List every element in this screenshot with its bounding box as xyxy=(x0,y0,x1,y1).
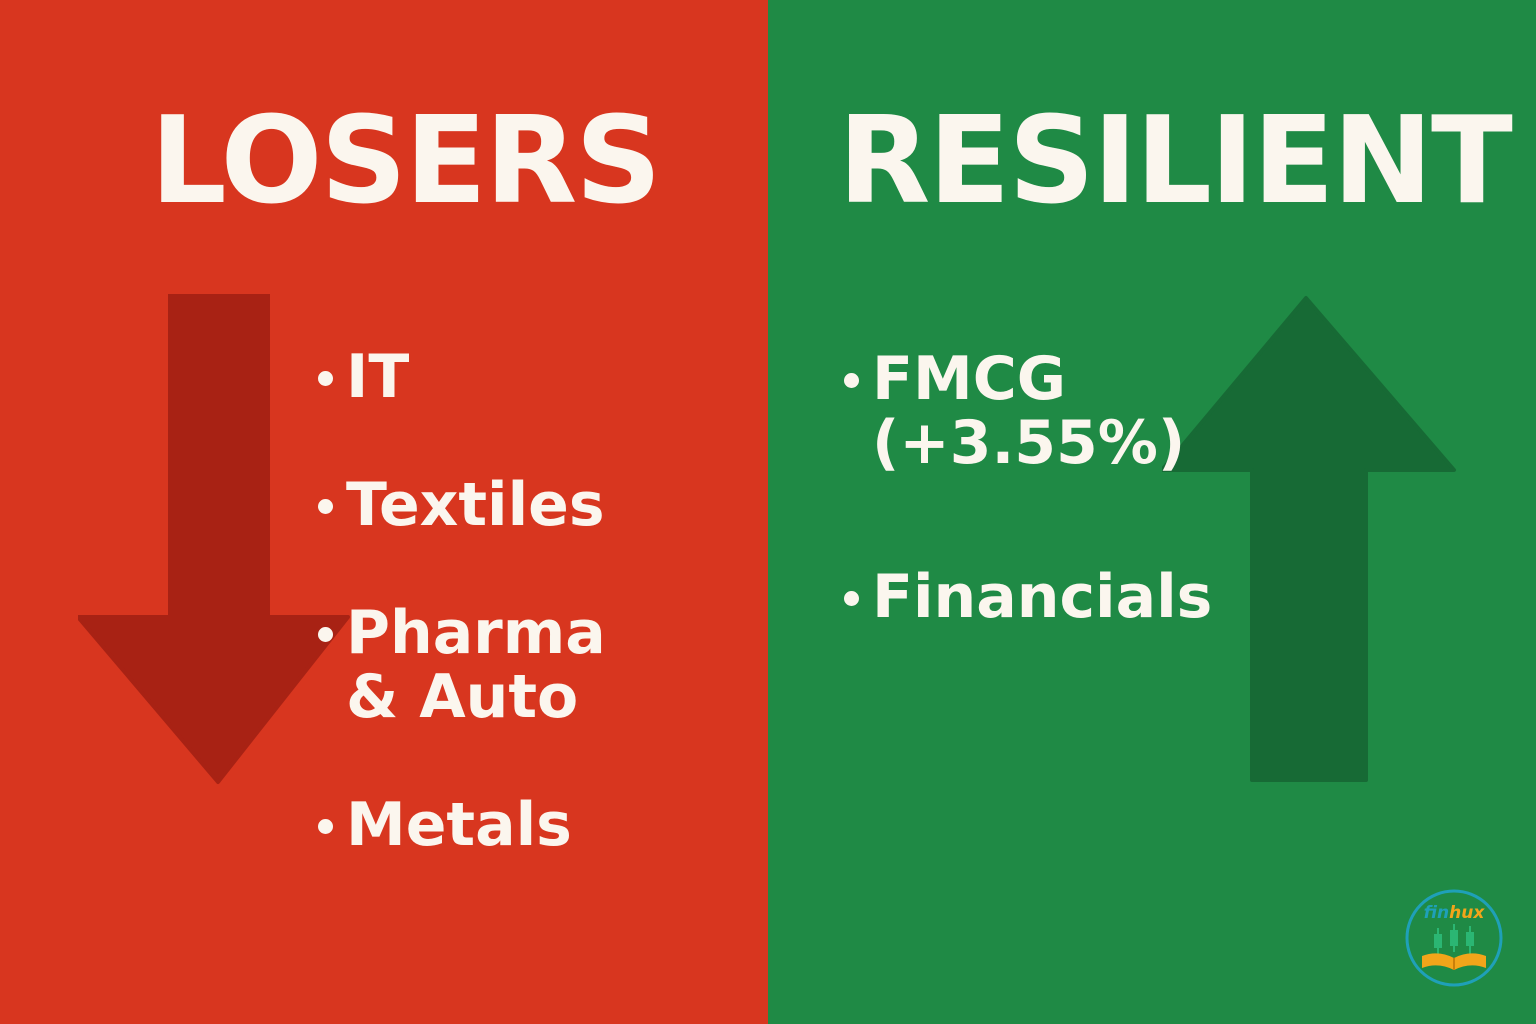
bullet xyxy=(844,591,859,606)
bullet xyxy=(844,373,859,388)
bullet xyxy=(318,627,333,642)
list-item-label: Pharma xyxy=(346,598,606,668)
list-item-label-continued: & Auto xyxy=(346,662,579,732)
svg-text:finhux: finhux xyxy=(1424,903,1486,923)
list-item: Metals xyxy=(314,793,606,857)
bullet xyxy=(318,819,333,834)
bullet xyxy=(318,371,333,386)
list-item-label-continued: (+3.55%) xyxy=(872,408,1186,478)
book-candlestick-icon xyxy=(1422,924,1486,970)
list-item-label: Metals xyxy=(346,790,572,860)
resilient-title: RESILIENT xyxy=(838,92,1513,231)
list-item: Financials xyxy=(840,565,1212,629)
list-item-label: Financials xyxy=(872,562,1213,632)
list-item: IT xyxy=(314,345,606,409)
list-item: Textiles xyxy=(314,473,606,537)
resilient-panel: RESILIENT xyxy=(768,0,1536,1024)
losers-list: IT Textiles Pharma & Auto Metals xyxy=(314,345,606,921)
losers-title: LOSERS xyxy=(150,92,661,231)
arrow-down-icon xyxy=(78,294,350,784)
losers-panel: LOSERS IT Textiles Pharma & Auto Metals xyxy=(0,0,768,1024)
resilient-list: FMCG (+3.55%) Financials xyxy=(840,347,1212,719)
arrow-up-icon xyxy=(1162,296,1456,782)
list-item-label: IT xyxy=(346,342,410,412)
list-item: FMCG (+3.55%) xyxy=(840,347,1212,475)
list-item-label: FMCG xyxy=(872,344,1066,414)
bullet xyxy=(318,499,333,514)
list-item: Pharma & Auto xyxy=(314,601,606,729)
list-item-label: Textiles xyxy=(346,470,605,540)
finhux-logo: finhux finhux xyxy=(1405,889,1503,987)
